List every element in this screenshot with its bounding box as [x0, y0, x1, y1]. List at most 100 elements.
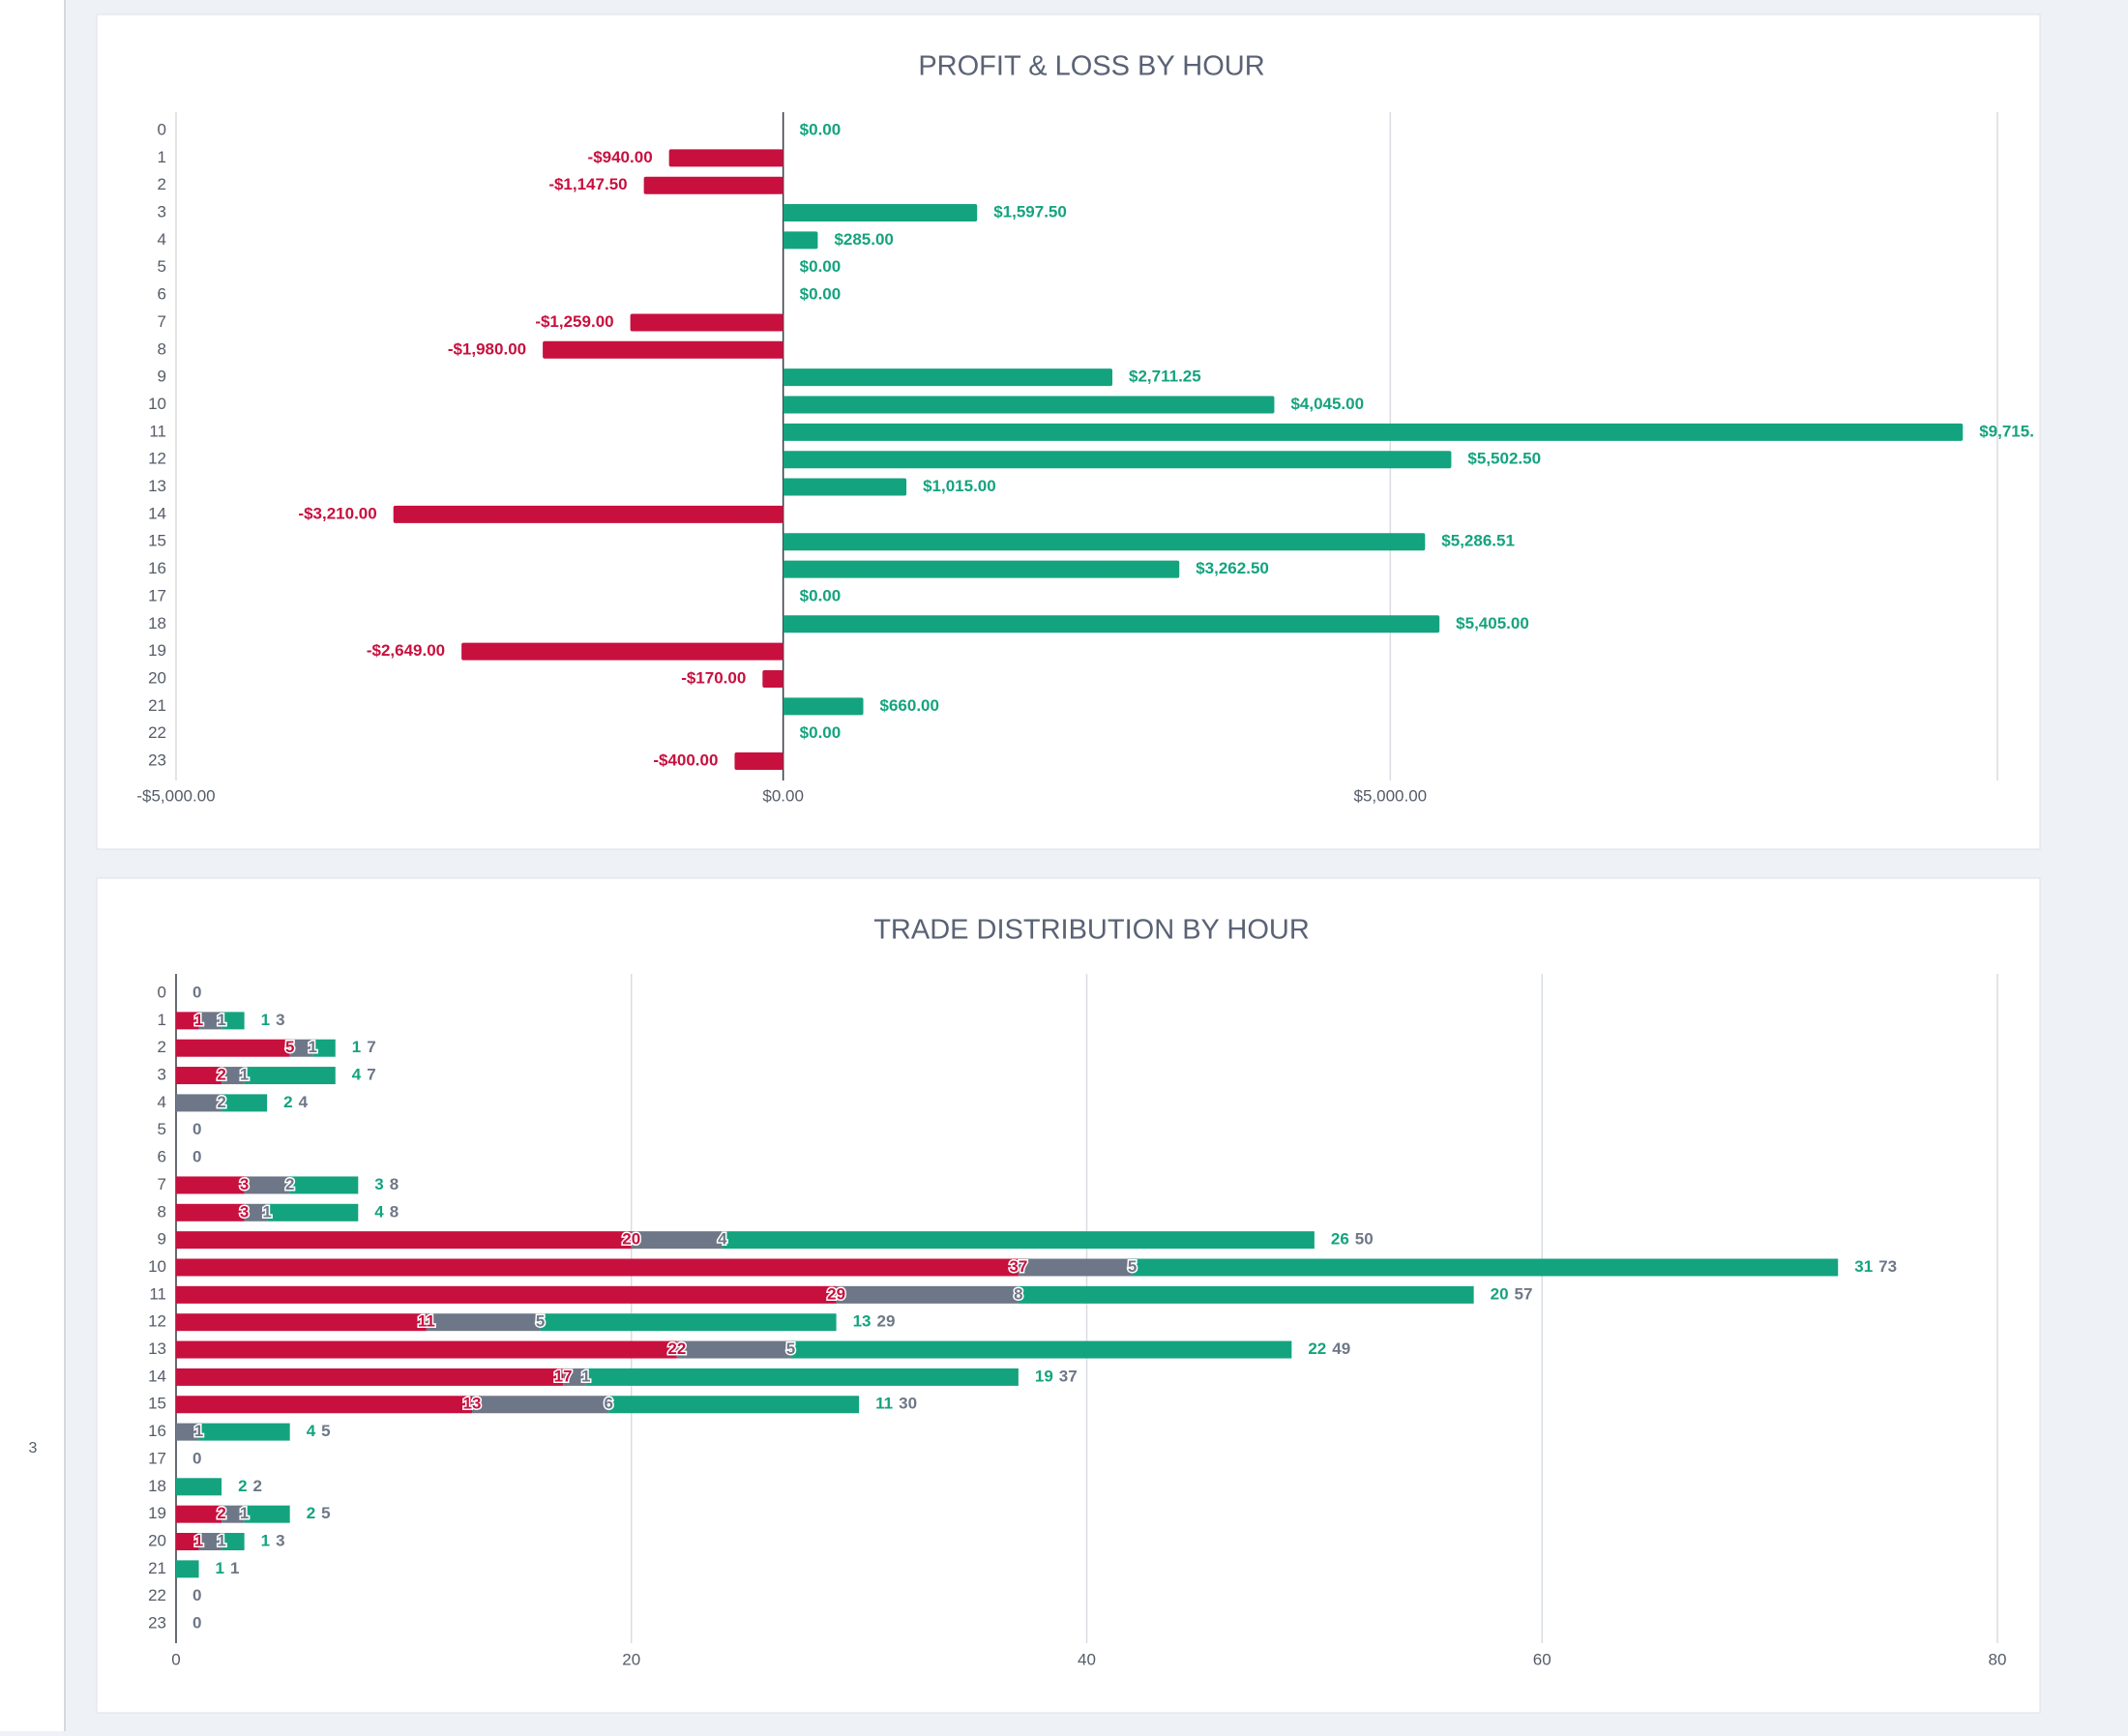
y-tick-label: 20	[148, 668, 166, 687]
segment-label: 2	[217, 1093, 225, 1111]
bar-segment	[176, 1039, 290, 1057]
y-tick-label: 15	[148, 532, 166, 550]
y-tick-label: 13	[148, 477, 166, 495]
bar-segment	[244, 1176, 290, 1194]
bar-segment	[198, 1423, 290, 1441]
bar-segment	[176, 1368, 564, 1386]
segment-label: 29	[827, 1284, 845, 1303]
y-tick-label: 10	[148, 1257, 166, 1276]
bar-segment	[176, 1533, 199, 1550]
x-tick-label: 20	[622, 1650, 640, 1668]
bar-segment	[222, 1533, 245, 1550]
bar-segment	[176, 1560, 199, 1578]
y-tick-label: 0	[158, 120, 166, 138]
value-label: $2,711.25	[1129, 368, 1201, 386]
bar	[630, 313, 783, 332]
segment-label: 37	[1009, 1257, 1027, 1276]
value-label: $5,502.50	[1467, 450, 1541, 468]
y-tick-label: 2	[158, 1038, 166, 1056]
y-tick-label: 21	[148, 696, 166, 715]
value-label: $660.00	[880, 696, 939, 715]
segment-label: 2	[283, 1093, 292, 1111]
bar-segment	[176, 1258, 1019, 1277]
y-tick-label: 6	[158, 1148, 166, 1166]
bar-segment	[289, 1039, 313, 1057]
y-tick-label: 7	[158, 1175, 166, 1193]
total-label: 5	[321, 1504, 330, 1522]
segment-label: 22	[1308, 1339, 1326, 1358]
total-label: 0	[192, 1120, 201, 1138]
value-label: $4,045.00	[1290, 395, 1364, 413]
value-label: -$940.00	[588, 148, 653, 166]
total-label: 29	[877, 1312, 896, 1331]
x-tick-label: 60	[1533, 1650, 1552, 1668]
value-label: -$3,210.00	[298, 504, 376, 522]
y-tick-label: 23	[148, 1614, 166, 1633]
bar-segment	[176, 1176, 245, 1194]
total-label: 50	[1355, 1230, 1374, 1249]
value-label: $285.00	[834, 230, 893, 249]
sidebar	[0, 0, 65, 1731]
y-tick-label: 11	[149, 1284, 166, 1303]
bar	[543, 340, 783, 359]
segment-label: 2	[307, 1504, 315, 1522]
segment-label: 1	[240, 1504, 249, 1522]
value-label: -$2,649.00	[367, 641, 445, 660]
bar-segment	[176, 1012, 199, 1030]
value-label: -$1,147.50	[548, 175, 627, 193]
bar-segment	[176, 1423, 199, 1441]
bar-segment	[222, 1012, 245, 1030]
y-tick-label: 9	[158, 368, 166, 386]
total-label: 2	[253, 1477, 262, 1495]
y-tick-label: 16	[148, 1422, 166, 1440]
bar	[783, 396, 1275, 414]
bar-segment	[312, 1039, 336, 1057]
segment-label: 19	[1035, 1367, 1053, 1385]
segment-label: 20	[622, 1230, 640, 1249]
bar-segment	[790, 1340, 1292, 1359]
y-tick-label: 4	[158, 1093, 166, 1111]
segment-label: 26	[1331, 1230, 1349, 1249]
y-tick-label: 20	[148, 1531, 166, 1549]
bar-segment	[540, 1313, 837, 1332]
y-tick-label: 2	[158, 175, 166, 193]
y-tick-label: 12	[148, 1312, 166, 1331]
bar	[783, 478, 907, 496]
segment-label: 1	[194, 1422, 203, 1440]
y-tick-label: 11	[149, 422, 166, 440]
total-label: 0	[192, 1449, 201, 1467]
y-tick-label: 19	[148, 641, 166, 660]
segment-label: 1	[194, 1011, 203, 1029]
bar	[783, 204, 978, 222]
total-label: 0	[192, 1148, 201, 1166]
segment-label: 1	[308, 1038, 316, 1056]
segment-label: 31	[1854, 1257, 1873, 1276]
y-tick-label: 1	[158, 1011, 166, 1029]
value-label: $1,597.50	[993, 203, 1067, 221]
total-label: 7	[367, 1066, 375, 1084]
y-tick-label: 17	[148, 1449, 166, 1467]
y-tick-label: 21	[148, 1559, 166, 1577]
segment-label: 3	[240, 1175, 249, 1193]
segment-label: 1	[217, 1531, 225, 1549]
bar-segment	[176, 1478, 222, 1496]
bar-segment	[176, 1340, 677, 1359]
y-tick-label: 14	[148, 504, 166, 522]
bar	[393, 505, 783, 523]
segment-label: 13	[463, 1395, 482, 1413]
x-tick-label: $0.00	[762, 786, 804, 805]
bar-segment	[563, 1368, 586, 1386]
total-label: 3	[276, 1531, 284, 1549]
bar	[643, 176, 783, 194]
value-label: $3,262.50	[1196, 559, 1269, 577]
y-tick-label: 19	[148, 1504, 166, 1522]
total-label: 0	[192, 1586, 201, 1604]
segment-label: 11	[875, 1395, 893, 1413]
value-label: $0.00	[800, 586, 842, 604]
bar	[783, 451, 1452, 469]
bar-segment	[267, 1203, 359, 1221]
bar-segment	[176, 1313, 427, 1332]
bar-segment	[608, 1396, 860, 1414]
segment-label: 5	[285, 1038, 294, 1056]
